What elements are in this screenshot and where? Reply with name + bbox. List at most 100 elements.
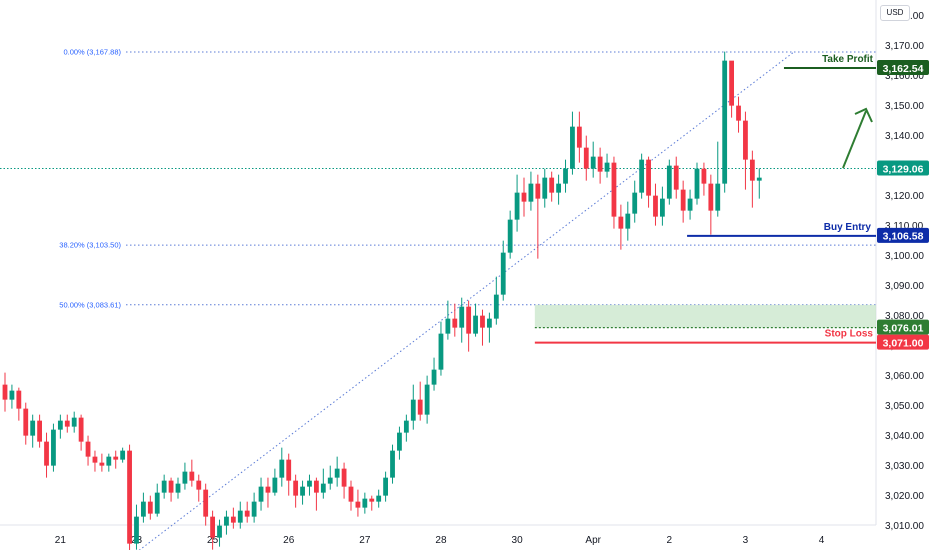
candle-body bbox=[51, 429, 56, 466]
candle-body bbox=[293, 480, 299, 496]
candle-body bbox=[632, 192, 638, 214]
x-tick-label: 4 bbox=[819, 535, 825, 546]
price-tag bbox=[877, 334, 929, 350]
price-tag-label: 3,129.06 bbox=[883, 163, 924, 175]
y-tick-label: 3,040.00 bbox=[885, 431, 924, 442]
candle-body bbox=[383, 477, 388, 496]
candle-body bbox=[563, 168, 568, 184]
candle-body bbox=[514, 192, 520, 220]
candle-body bbox=[556, 183, 561, 193]
candle-body bbox=[701, 168, 707, 184]
price-tag bbox=[877, 60, 929, 76]
candle-body bbox=[625, 213, 631, 229]
candle-body bbox=[44, 441, 49, 466]
x-tick-label: 21 bbox=[55, 535, 67, 546]
price-tag-label: 3,106.58 bbox=[883, 231, 924, 243]
candle-body bbox=[127, 450, 132, 544]
y-tick-label: 3,020.00 bbox=[885, 491, 924, 502]
candle-body bbox=[120, 450, 126, 460]
candle-body bbox=[459, 306, 465, 328]
candle-body bbox=[376, 495, 382, 502]
candle-body bbox=[85, 441, 91, 457]
candle-body bbox=[660, 198, 665, 217]
candle-body bbox=[694, 168, 700, 199]
candle-body bbox=[154, 492, 160, 514]
candle-body bbox=[743, 120, 748, 160]
currency-label: USD bbox=[880, 5, 910, 21]
price-tag bbox=[877, 227, 929, 243]
candle-body bbox=[314, 480, 319, 493]
x-tick-label: 2 bbox=[667, 535, 673, 546]
candle-body bbox=[466, 306, 472, 334]
candle-body bbox=[673, 165, 679, 190]
candle-body bbox=[334, 468, 340, 478]
x-tick-label: 28 bbox=[435, 535, 447, 546]
candle-body bbox=[286, 459, 292, 481]
candle-body bbox=[175, 483, 181, 493]
candle-body bbox=[715, 183, 721, 211]
candle-body bbox=[134, 516, 139, 544]
candle-body bbox=[57, 420, 63, 430]
candle-body bbox=[521, 192, 527, 202]
candle-body bbox=[390, 450, 395, 478]
candle-body bbox=[113, 456, 119, 460]
fib-level-label: 50.00% (3,083.61) bbox=[59, 300, 121, 309]
y-tick-label: 3,110.00 bbox=[885, 221, 924, 232]
candle-body bbox=[300, 486, 305, 496]
candle-body bbox=[618, 216, 624, 229]
candle-body bbox=[279, 459, 285, 478]
candle-body bbox=[265, 486, 271, 493]
target-arrow-shaft bbox=[842, 110, 867, 169]
candle-body bbox=[217, 525, 222, 538]
candle-body bbox=[78, 417, 84, 442]
candle-body bbox=[576, 126, 582, 148]
candle-body bbox=[244, 510, 250, 517]
y-tick-label: 3,170.00 bbox=[885, 41, 924, 52]
candle-body bbox=[147, 501, 153, 514]
candle-body bbox=[445, 318, 451, 334]
candle-body bbox=[30, 420, 36, 436]
candle-body bbox=[410, 399, 416, 421]
candle-body bbox=[452, 318, 458, 328]
candle-body bbox=[272, 477, 278, 493]
fib-level-label: 38.20% (3,103.50) bbox=[59, 241, 121, 250]
candle-body bbox=[203, 489, 209, 517]
candle-body bbox=[168, 480, 174, 493]
y-tick-label: 3,010.00 bbox=[885, 521, 924, 532]
candle-body bbox=[341, 468, 347, 487]
buy-entry-label: Buy Entry bbox=[824, 222, 872, 233]
candle-body bbox=[210, 516, 215, 538]
stop-loss-label: Stop Loss bbox=[825, 329, 874, 340]
candle-body bbox=[258, 486, 264, 502]
price-tag bbox=[877, 160, 929, 176]
x-tick-label: 30 bbox=[512, 535, 524, 546]
candle-body bbox=[666, 165, 672, 199]
candle-body bbox=[348, 486, 354, 502]
candle-body bbox=[493, 294, 499, 319]
candle-body bbox=[597, 156, 603, 172]
support-zone bbox=[534, 304, 876, 328]
candle-body bbox=[106, 456, 112, 466]
y-tick-label: 3,090.00 bbox=[885, 281, 924, 292]
candle-body bbox=[549, 177, 555, 193]
candle-body bbox=[438, 333, 444, 370]
candle-body bbox=[99, 462, 105, 466]
candle-body bbox=[473, 315, 478, 334]
candle-body bbox=[2, 384, 8, 400]
price-tag-label: 3,076.01 bbox=[883, 322, 924, 334]
candle-body bbox=[653, 195, 658, 217]
candle-body bbox=[507, 219, 513, 253]
candle-body bbox=[251, 501, 257, 517]
x-tick-label: 26 bbox=[283, 535, 295, 546]
candle-body bbox=[749, 159, 755, 181]
candle-body bbox=[369, 498, 375, 502]
y-tick-label: 3,030.00 bbox=[885, 461, 924, 472]
y-tick-label: 3,050.00 bbox=[885, 401, 924, 412]
candle-body bbox=[487, 318, 492, 328]
candle-body bbox=[355, 501, 361, 508]
candle-body bbox=[9, 390, 15, 400]
candle-body bbox=[196, 480, 202, 490]
candle-body bbox=[736, 105, 741, 121]
candle-body bbox=[224, 516, 229, 526]
